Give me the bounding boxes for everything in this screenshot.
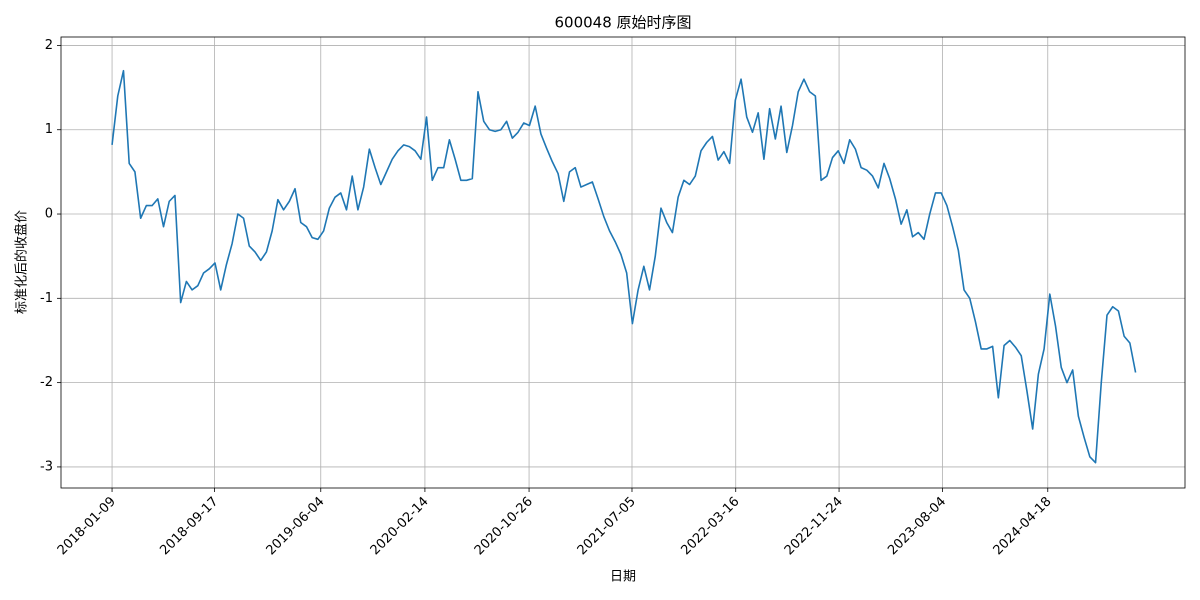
y-axis-label: 标准化后的收盘价 xyxy=(14,210,30,314)
y-tick-label: 0 xyxy=(45,207,53,222)
y-tick-label: 2 xyxy=(45,38,53,53)
x-tick-label: 2020-02-14 xyxy=(368,494,432,558)
chart-title: 600048 原始时序图 xyxy=(554,14,691,32)
x-tick-label: 2023-08-04 xyxy=(885,494,949,558)
x-tick-label: 2019-06-04 xyxy=(264,494,328,558)
y-tick-label: -1 xyxy=(40,291,53,306)
x-tick-label: 2018-09-17 xyxy=(157,494,221,558)
x-tick-label: 2022-11-24 xyxy=(782,494,846,558)
x-tick-label: 2020-10-26 xyxy=(472,494,536,558)
x-tick-label: 2022-03-16 xyxy=(679,494,743,558)
x-tick-label: 2024-04-18 xyxy=(991,494,1055,558)
y-tick-label: 1 xyxy=(45,122,53,137)
y-tick-label: -3 xyxy=(40,459,53,474)
data-line xyxy=(111,69,1137,464)
y-tick-label: -2 xyxy=(40,375,53,390)
x-tick-label: 2021-07-05 xyxy=(575,494,639,558)
plot-frame xyxy=(60,36,1186,489)
x-tick-label: 2018-01-09 xyxy=(55,494,119,558)
x-axis-label: 日期 xyxy=(610,570,636,585)
